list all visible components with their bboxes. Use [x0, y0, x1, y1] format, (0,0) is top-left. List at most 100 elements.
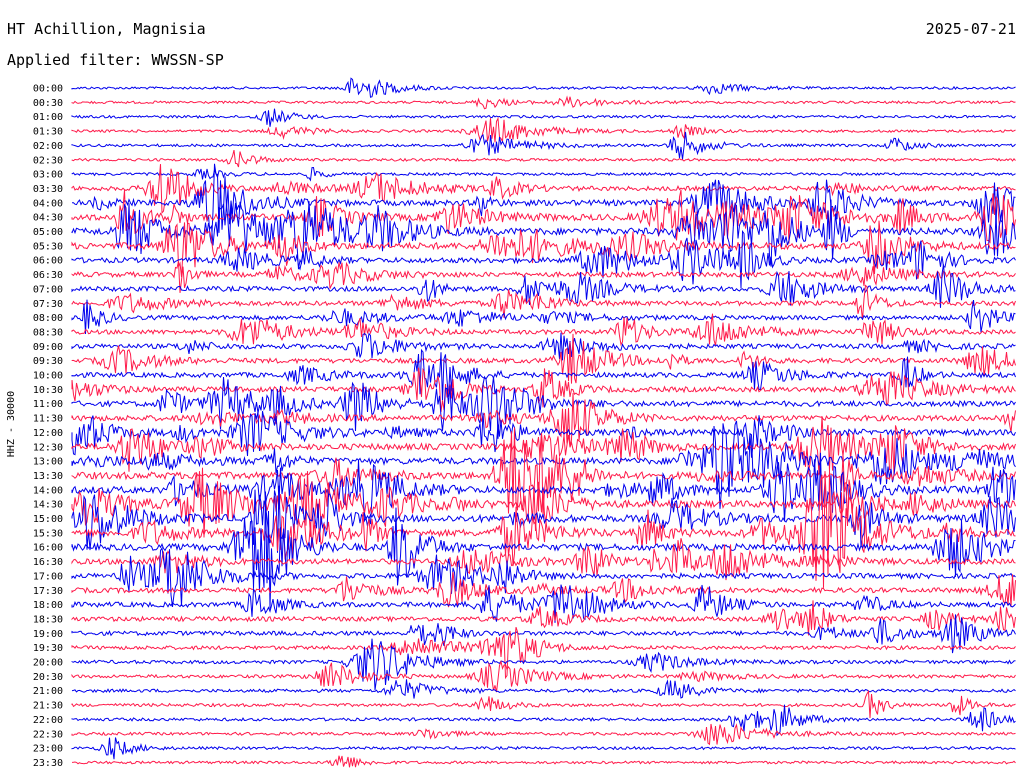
trace-0430 — [71, 189, 1016, 244]
trace-0530 — [71, 220, 1016, 278]
trace-2100 — [71, 679, 1016, 699]
trace-1200 — [71, 411, 1016, 458]
trace-0100 — [71, 108, 1016, 127]
row-tick-labels: 00:00 00:30 01:00 01:30 02:00 02:30 03:00 03:30… — [33, 84, 63, 769]
trace-1530 — [71, 470, 1016, 588]
trace-2200 — [71, 704, 1016, 737]
row-label-2330: 23:30 — [33, 758, 63, 769]
row-label-1300: 13:00 — [33, 457, 63, 468]
row-label-0600: 06:00 — [33, 256, 63, 267]
row-label-0000: 00:00 — [33, 84, 63, 95]
row-label-0400: 04:00 — [33, 198, 63, 209]
trace-0500 — [71, 199, 1016, 270]
trace-0400 — [72, 163, 1016, 244]
trace-1700 — [71, 546, 1016, 607]
trace-1800 — [71, 584, 1016, 623]
trace-2300 — [71, 737, 1016, 760]
row-label-0430: 04:30 — [33, 213, 63, 224]
row-label-1600: 16:00 — [33, 543, 63, 554]
trace-1000 — [71, 348, 1016, 401]
trace-1500 — [71, 485, 1016, 553]
filter-label: Applied filter: WWSSN-SP — [7, 51, 224, 69]
row-label-0830: 08:30 — [33, 327, 63, 338]
row-label-0300: 03:00 — [33, 170, 63, 181]
trace-2230 — [71, 723, 1016, 746]
row-label-1700: 17:00 — [33, 571, 63, 582]
row-label-1730: 17:30 — [33, 586, 63, 597]
row-label-1430: 14:30 — [33, 500, 63, 511]
trace-2130 — [71, 689, 1016, 719]
row-label-1200: 12:00 — [33, 428, 63, 439]
trace-1300 — [71, 420, 1016, 509]
row-label-1900: 19:00 — [33, 629, 63, 640]
trace-1100 — [71, 375, 1016, 439]
date-label: 2025-07-21 — [925, 20, 1016, 38]
row-label-1830: 18:30 — [33, 614, 63, 625]
station-title: HT Achillion, Magnisia — [7, 20, 206, 38]
row-label-1230: 12:30 — [33, 442, 63, 453]
trace-0800 — [71, 299, 1016, 335]
trace-0930 — [71, 333, 1016, 384]
trace-0330 — [71, 164, 1016, 215]
row-label-0800: 08:00 — [33, 313, 63, 324]
row-label-1030: 10:30 — [33, 385, 63, 396]
row-label-0730: 07:30 — [33, 299, 63, 310]
trace-0900 — [71, 332, 1016, 361]
trace-1900 — [71, 614, 1016, 654]
row-label-2200: 22:00 — [33, 715, 63, 726]
row-label-2230: 22:30 — [33, 729, 63, 740]
row-label-1500: 15:00 — [33, 514, 63, 525]
trace-0030 — [71, 95, 1016, 110]
trace-1830 — [71, 600, 1016, 636]
row-label-1800: 18:00 — [33, 600, 63, 611]
row-label-0130: 01:30 — [33, 127, 63, 138]
trace-2330 — [71, 755, 1016, 768]
row-label-2000: 20:00 — [33, 658, 63, 669]
trace-0730 — [71, 284, 1016, 320]
row-label-0330: 03:30 — [33, 184, 63, 195]
row-label-0700: 07:00 — [33, 284, 63, 295]
row-label-1530: 15:30 — [33, 528, 63, 539]
trace-1130 — [71, 393, 1016, 447]
row-label-2130: 21:30 — [33, 701, 63, 712]
trace-0630 — [71, 261, 1016, 293]
row-label-0930: 09:30 — [33, 356, 63, 367]
row-label-0230: 02:30 — [33, 155, 63, 166]
trace-1430 — [71, 467, 1016, 538]
row-label-1100: 11:00 — [33, 399, 63, 410]
row-label-1130: 11:30 — [33, 414, 63, 425]
row-label-2100: 21:00 — [33, 686, 63, 697]
row-label-1930: 19:30 — [33, 643, 63, 654]
trace-0000 — [71, 77, 1016, 98]
trace-0230 — [71, 149, 1016, 168]
trace-0600 — [71, 229, 1016, 289]
trace-0830 — [71, 313, 1016, 347]
row-label-0530: 05:30 — [33, 241, 63, 252]
trace-1330 — [71, 427, 1016, 518]
trace-group — [71, 77, 1016, 768]
trace-1930 — [71, 627, 1016, 680]
trace-2030 — [71, 659, 1016, 693]
row-label-0500: 05:00 — [33, 227, 63, 238]
trace-1630 — [71, 538, 1016, 581]
row-label-0030: 00:30 — [33, 98, 63, 109]
y-axis-label: HHZ - 30000 — [6, 391, 17, 457]
trace-0300 — [71, 166, 1016, 182]
trace-0700 — [71, 264, 1016, 308]
row-label-1000: 10:00 — [33, 371, 63, 382]
row-label-1630: 16:30 — [33, 557, 63, 568]
row-label-0200: 02:00 — [33, 141, 63, 152]
trace-2000 — [71, 638, 1016, 691]
row-label-2300: 23:00 — [33, 744, 63, 755]
trace-0130 — [71, 116, 1016, 144]
row-label-1330: 13:30 — [33, 471, 63, 482]
trace-0200 — [71, 131, 1016, 160]
row-label-0100: 01:00 — [33, 112, 63, 123]
trace-1730 — [71, 572, 1016, 608]
row-label-2030: 20:30 — [33, 672, 63, 683]
row-label-1400: 14:00 — [33, 485, 63, 496]
trace-1600 — [71, 491, 1016, 609]
row-label-0630: 06:30 — [33, 270, 63, 281]
row-label-0900: 09:00 — [33, 342, 63, 353]
